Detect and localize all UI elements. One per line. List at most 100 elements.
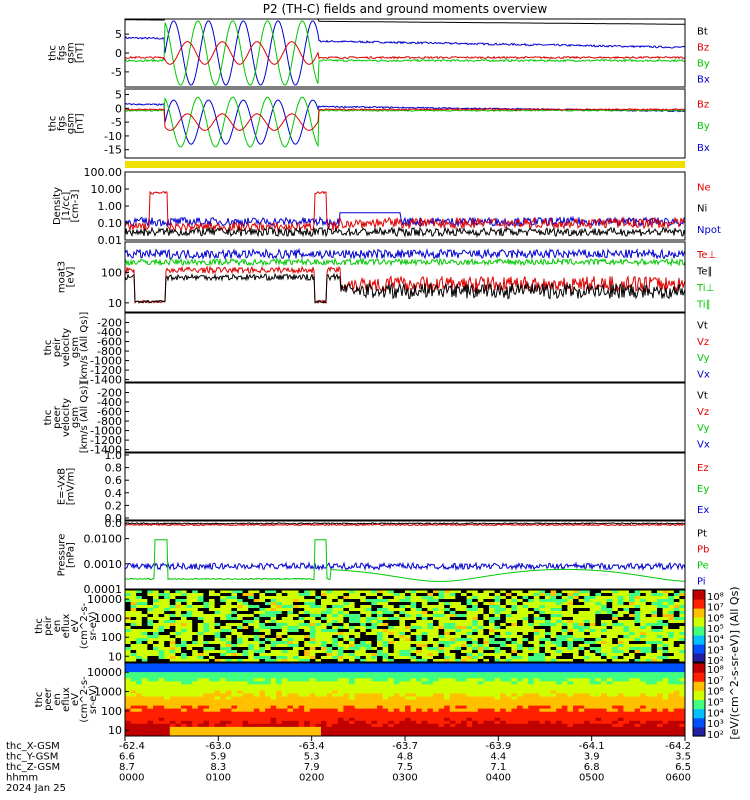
spec-cell (169, 632, 176, 636)
spec-cell (612, 644, 619, 648)
spec-cell (242, 705, 249, 710)
spec-cell (259, 666, 266, 670)
spec-cell (438, 653, 445, 657)
spec-cell (321, 599, 328, 603)
spec-cell (623, 623, 630, 627)
spec-cell (472, 663, 479, 667)
spec-cell (410, 720, 417, 725)
spec-cell (449, 705, 456, 710)
spec-cell (662, 666, 669, 670)
spec-cell (225, 690, 232, 694)
spec-cell (393, 714, 400, 719)
spec-cell (573, 590, 580, 594)
spec-cell (298, 602, 305, 606)
spec-cell (595, 666, 602, 670)
spec-cell (276, 720, 283, 725)
spec-cell (354, 593, 361, 597)
spec-cell (354, 672, 361, 676)
spec-cell (192, 678, 199, 682)
spec-cell (461, 617, 468, 621)
spec-cell (186, 593, 193, 597)
spec-cell (186, 666, 193, 670)
spec-cell (461, 656, 468, 660)
spec-cell (606, 653, 613, 657)
spec-cell (349, 708, 356, 713)
spec-cell (360, 666, 367, 670)
spec-cell (449, 641, 456, 645)
spec-cell (371, 596, 378, 600)
spec-cell (147, 650, 154, 654)
spec-cell (533, 684, 540, 688)
spec-cell (242, 650, 249, 654)
spec-cell (360, 684, 367, 688)
spec-cell (304, 672, 311, 676)
spec-cell (153, 699, 160, 704)
spec-cell (203, 675, 210, 679)
spec-cell (444, 702, 451, 707)
spec-cell (225, 717, 232, 722)
spec-cell (259, 672, 266, 676)
spec-cell (354, 726, 361, 731)
spec-cell (410, 696, 417, 701)
spec-cell (192, 714, 199, 719)
spec-cell (500, 653, 507, 657)
spec-cell (326, 599, 333, 603)
spec-cell (601, 605, 608, 609)
spec-cell (192, 653, 199, 657)
spec-cell (489, 602, 496, 606)
spec-cell (281, 699, 288, 704)
spec-cell (640, 611, 647, 615)
spec-cell (567, 726, 574, 731)
spec-cell (321, 620, 328, 624)
spec-cell (578, 684, 585, 688)
spec-cell (237, 684, 244, 688)
spec-cell (416, 626, 423, 630)
spec-cell (623, 653, 630, 657)
spec-cell (533, 593, 540, 597)
spec-cell (556, 678, 563, 682)
spec-cell (595, 596, 602, 600)
spec-cell (466, 632, 473, 636)
spec-cell (545, 638, 552, 642)
spec-cell (589, 632, 596, 636)
spec-cell (203, 666, 210, 670)
spec-cell (612, 590, 619, 594)
spec-cell (517, 699, 524, 704)
spec-cell (645, 650, 652, 654)
spec-cell (584, 684, 591, 688)
spec-cell (309, 599, 316, 603)
spec-cell (533, 605, 540, 609)
spec-cell (449, 626, 456, 630)
spec-cell (421, 650, 428, 654)
spec-cell (225, 629, 232, 633)
spec-cell (416, 693, 423, 697)
spec-cell (601, 644, 608, 648)
spec-cell (136, 596, 143, 600)
spec-cell (259, 714, 266, 719)
spec-cell (225, 702, 232, 707)
spec-cell (494, 608, 501, 612)
spec-cell (360, 608, 367, 612)
trace-temp-red (125, 265, 685, 305)
spec-cell (517, 641, 524, 645)
spec-cell (511, 614, 518, 618)
spec-cell (287, 626, 294, 630)
spec-cell (169, 623, 176, 627)
spec-cell (500, 708, 507, 713)
spec-cell (578, 614, 585, 618)
spec-cell (365, 614, 372, 618)
spec-cell (617, 659, 624, 662)
spec-cell (623, 666, 630, 670)
spec-cell (550, 711, 557, 716)
spec-cell (645, 714, 652, 719)
spec-cell (326, 647, 333, 651)
spec-cell (623, 672, 630, 676)
spec-cell (326, 644, 333, 648)
spec-cell (231, 708, 238, 713)
spec-cell (186, 629, 193, 633)
spec-cell (169, 659, 176, 662)
spec-cell (405, 641, 412, 645)
spec-cell (461, 641, 468, 645)
spec-cell (393, 684, 400, 688)
spec-cell (477, 647, 484, 651)
